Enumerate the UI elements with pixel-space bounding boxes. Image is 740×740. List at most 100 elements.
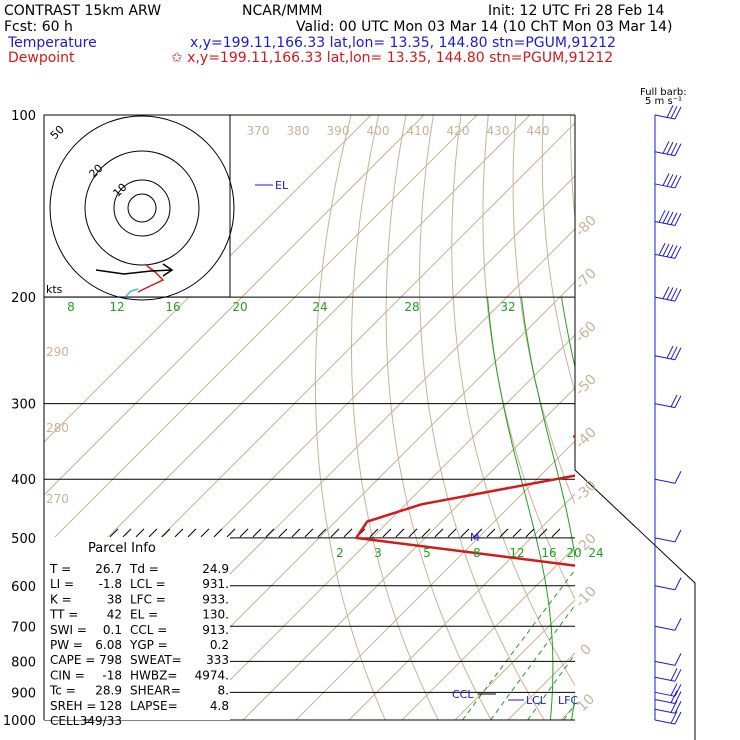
parcel-info-value: TT = <box>49 608 78 622</box>
moist-adiabat-line <box>609 297 646 720</box>
parcel-info-value: 798 <box>99 653 122 667</box>
wind-barb-shaft <box>654 719 676 725</box>
freezing-level-hatch <box>122 528 132 538</box>
freezing-level-hatch <box>447 528 457 538</box>
wind-barb-flag <box>662 141 670 154</box>
wind-barb-flag <box>662 286 670 299</box>
wind-barb-flag <box>670 690 678 703</box>
freezing-level-hatch <box>200 528 210 538</box>
parcel-info-value: EL = <box>130 608 158 622</box>
freezing-level-hatch <box>395 528 405 538</box>
isotherm-label: -10 <box>572 583 599 610</box>
dry-adiabat-line <box>385 115 492 720</box>
isotherm-line <box>507 652 575 720</box>
wind-barb-flag <box>674 395 682 408</box>
theta-label: 280 <box>46 421 69 435</box>
moist-adiabat-line <box>487 297 554 720</box>
wind-panel-title: Full barb: <box>640 87 687 98</box>
parcel-info-value: 128 <box>99 699 122 713</box>
hodograph-ring <box>84 150 200 266</box>
wind-barb-flag <box>666 244 674 258</box>
parcel-info-value: -1.8 <box>99 577 122 591</box>
mixing-ratio-label: 3 <box>374 546 382 560</box>
parcel-info-value: SREH = <box>50 699 96 713</box>
theta-label: 440 <box>527 124 550 138</box>
freezing-level-hatch <box>187 528 197 538</box>
dry-adiabat-line <box>351 115 439 720</box>
wind-barb-flag <box>670 212 678 225</box>
wind-barb-flag <box>674 106 682 120</box>
dry-adiabat-line <box>708 115 740 720</box>
wind-barb-flag <box>666 105 674 118</box>
wind-barb-shaft <box>654 708 676 714</box>
moist-adiabat-line <box>635 297 689 720</box>
parcel-info-value: LCL = <box>130 577 166 591</box>
dry-adiabat-line <box>419 115 545 720</box>
wind-barb-flag <box>674 669 682 682</box>
freezing-level-hatch <box>330 528 340 538</box>
moist-adiabat-line <box>678 297 740 720</box>
mixing-ratio-line <box>527 653 575 720</box>
isotherm-label: -50 <box>572 371 599 398</box>
wind-barb-flag <box>670 174 678 188</box>
dry-adiabat-line <box>680 115 740 720</box>
parcel-info-value: LAPSE= <box>130 699 178 713</box>
moist-adiabat-line <box>656 297 739 720</box>
freezing-level-hatch <box>291 528 301 538</box>
dry-adiabat-line <box>482 115 575 600</box>
mixing-ratio-label: 24 <box>588 546 603 560</box>
wind-barb-flag <box>670 346 678 360</box>
wind-barb-panel: Full barb: 5 m s⁻¹ <box>640 87 687 725</box>
isotherm-label: -80 <box>572 212 599 239</box>
freezing-level-hatch <box>317 528 327 538</box>
parcel-info-value: Td = <box>129 562 159 576</box>
pressure-tick-label: 400 <box>11 473 36 488</box>
parcel-info-value: YGP = <box>129 638 168 652</box>
freezing-level-hatch <box>551 528 561 538</box>
wind-barb-flag <box>658 210 666 223</box>
freezing-level-hatch <box>460 528 470 538</box>
pressure-tick-label: 100 <box>11 109 36 124</box>
mixing-ratio-label: 16 <box>541 546 556 560</box>
parcel-info-value: 42 <box>107 608 122 622</box>
parcel-info-value: SWEAT= <box>130 653 182 667</box>
wind-barb-shaft <box>654 183 676 189</box>
dewpoint-location: ✩ x,y=199.11,166.33 lat,lon= 13.35, 144.… <box>171 50 614 66</box>
wind-barb-flag <box>666 287 674 300</box>
pressure-tick-label: 500 <box>11 532 36 547</box>
wind-barb-shaft <box>654 114 676 120</box>
wind-barb-flag <box>670 683 678 696</box>
isotherm-line <box>454 599 575 720</box>
freezing-level-hatch <box>213 528 223 538</box>
wind-barb-flag <box>666 141 674 155</box>
freezing-level-hatch <box>486 528 496 538</box>
wind-barb-shaft <box>654 699 676 705</box>
wind-barb-shaft <box>654 691 676 697</box>
freezing-level-hatch <box>278 528 288 538</box>
theta-label: 380 <box>287 124 310 138</box>
isotherm-line <box>242 387 575 720</box>
wind-barb-flag <box>666 211 674 225</box>
wind-barb-flag <box>666 174 674 187</box>
model-title: CONTRAST 15km ARW <box>4 3 162 19</box>
pressure-tick-label: 600 <box>11 580 36 595</box>
parcel-info-title: Parcel Info <box>88 541 156 556</box>
wind-barb-flag <box>662 173 670 186</box>
wind-barb-flag <box>674 691 682 704</box>
parcel-info-value: 931. <box>202 577 229 591</box>
freezing-level-hatch <box>265 528 275 538</box>
parcel-info-panel: Parcel Info T = 26.7 Td = 24.9 LI = -1.8 LCL =… <box>43 537 230 728</box>
parcel-info-value: 24.9 <box>202 562 229 576</box>
wind-barb-flag <box>674 618 682 631</box>
freezing-level-hatch <box>473 528 483 538</box>
hodograph-trace-surface <box>125 288 139 297</box>
parcel-info-value: 26.7 <box>95 562 122 576</box>
wind-barb-flag <box>674 684 682 697</box>
parcel-info-value: LI = <box>50 577 74 591</box>
wind-barb-flag <box>662 210 670 224</box>
lfc-marker-label: LFC <box>558 694 578 707</box>
parcel-info-value: 6.08 <box>95 638 122 652</box>
wind-barb-shaft <box>654 625 676 631</box>
mixing-ratio-line <box>490 604 575 720</box>
